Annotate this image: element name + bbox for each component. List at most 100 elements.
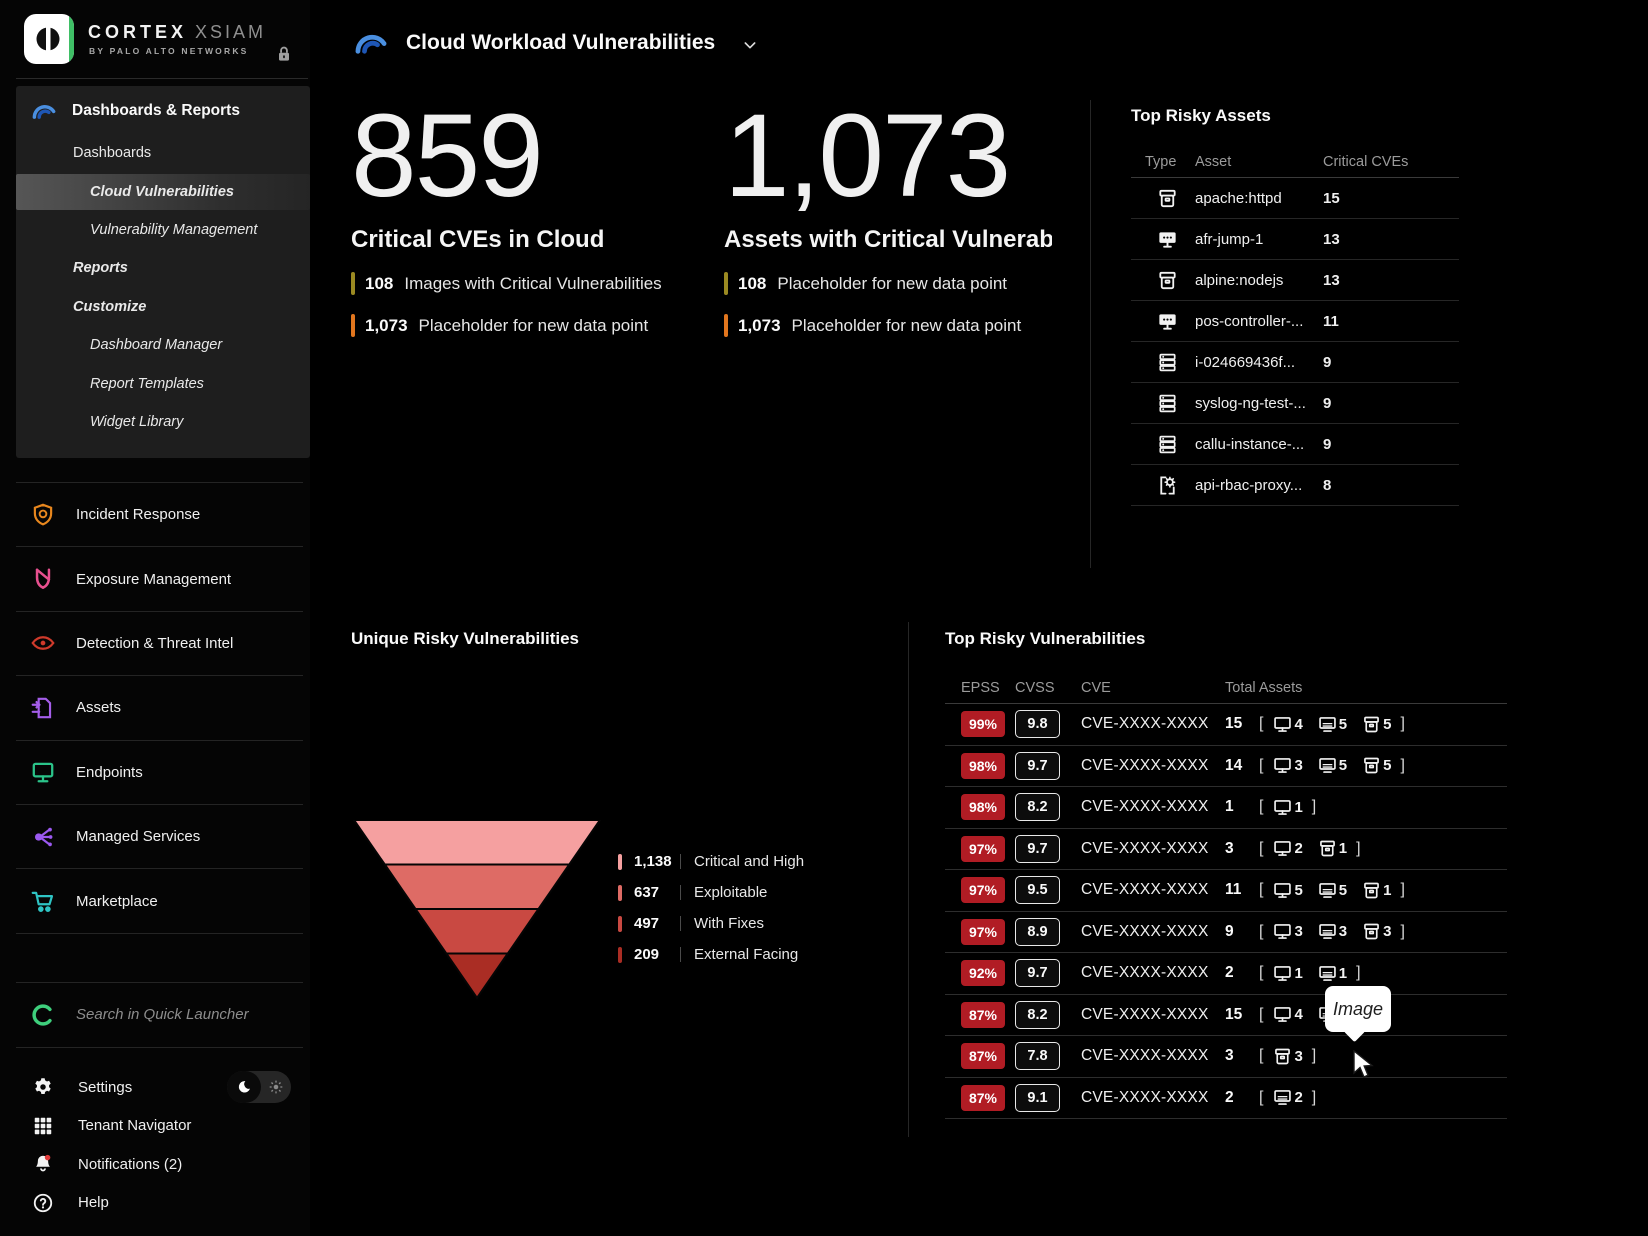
funnel-segment[interactable] xyxy=(352,820,602,866)
sidebar-item-tenant-navigator[interactable]: Tenant Navigator xyxy=(16,1107,303,1146)
asset-type-count: 3 xyxy=(1317,921,1347,942)
funnel-segment[interactable] xyxy=(382,863,572,910)
substat-value: 1,073 xyxy=(365,315,408,335)
column-header-epss: EPSS xyxy=(961,679,1000,696)
sidebar-item-exposure-management[interactable]: Exposure Management xyxy=(16,547,303,612)
total-assets-count: 2 xyxy=(1225,964,1234,982)
epss-badge: 92% xyxy=(961,960,1005,987)
nav-item-label: Exposure Management xyxy=(76,570,232,588)
container-image-icon xyxy=(1272,1046,1293,1067)
legend-value: 637 xyxy=(634,884,660,901)
vulnerability-table-row[interactable]: 98% 8.2 CVE-XXXX-XXXX 1 [1] xyxy=(945,787,1507,829)
endpoint-monitor-icon xyxy=(1272,755,1293,776)
sidebar-item-settings[interactable]: Settings xyxy=(16,1068,303,1107)
tooltip-text: Image xyxy=(1332,998,1384,1019)
total-assets-count: 2 xyxy=(1225,1088,1234,1106)
sidebar-item-customize[interactable]: Customize xyxy=(16,288,310,327)
sidebar-item-help[interactable]: Help xyxy=(16,1184,303,1223)
sidebar-item-dashboard-manager[interactable]: Dashboard Manager xyxy=(16,326,310,365)
light-mode-option[interactable] xyxy=(261,1071,291,1103)
substat-bar xyxy=(724,272,728,296)
sidebar-item-reports[interactable]: Reports xyxy=(16,249,310,288)
sidebar-item-marketplace[interactable]: Marketplace xyxy=(16,869,303,934)
epss-badge: 87% xyxy=(961,1043,1005,1070)
legend-label: Exploitable xyxy=(694,884,768,901)
substat: 1,073 Placeholder for new data point xyxy=(351,313,662,338)
vulnerability-table-row[interactable]: 87% 7.8 CVE-XXXX-XXXX 3 [3] xyxy=(945,1036,1507,1078)
vulnerability-table-row[interactable]: 92% 9.7 CVE-XXXX-XXXX 2 [1 1] xyxy=(945,953,1507,995)
table-header-row: EPSS CVSS CVE Total Assets xyxy=(945,672,1507,704)
asset-count: 3 xyxy=(1294,757,1303,775)
asset-table-row[interactable]: alpine:nodejs 13 xyxy=(1131,260,1459,301)
asset-table-row[interactable]: callu-instance-... 9 xyxy=(1131,424,1459,465)
cvss-score-box: 8.2 xyxy=(1015,793,1060,822)
asset-count: 1 xyxy=(1383,881,1392,899)
cortex-logo-glyph xyxy=(36,26,60,52)
eye-icon xyxy=(30,630,56,656)
legend-item: 1,138 Critical and High xyxy=(618,846,804,877)
grid-icon xyxy=(32,1115,54,1137)
sidebar-item-detection-threat-intel[interactable]: Detection & Threat Intel xyxy=(16,612,303,677)
cvss-score-box: 9.7 xyxy=(1015,959,1060,988)
endpoint-monitor-icon xyxy=(1272,1004,1293,1025)
legend-separator xyxy=(680,916,681,931)
sidebar: CORTEX XSIAM BY PALO ALTO NETWORKS Dashbo… xyxy=(0,0,310,1236)
vulnerability-table-row[interactable]: 97% 9.5 CVE-XXXX-XXXX 11 [5 5 1] xyxy=(945,870,1507,912)
sidebar-item-cloud-vulnerabilities[interactable]: Cloud Vulnerabilities xyxy=(16,173,310,210)
theme-toggle[interactable] xyxy=(227,1071,291,1103)
funnel-segment[interactable] xyxy=(444,952,510,1000)
chevron-down-icon[interactable] xyxy=(742,37,758,53)
bracket: ] xyxy=(1400,756,1405,774)
sidebar-item-incident-response[interactable]: Incident Response xyxy=(16,483,303,548)
asset-type-count: 3 xyxy=(1272,921,1303,942)
sidebar-item-endpoints[interactable]: Endpoints xyxy=(16,741,303,805)
vulnerability-table-row[interactable]: 98% 9.7 CVE-XXXX-XXXX 14 [3 5 5] xyxy=(945,746,1507,787)
legend-color-pill xyxy=(618,915,622,932)
brand-xsiam: XSIAM xyxy=(195,22,267,42)
top-risky-assets-title: Top Risky Assets xyxy=(1131,106,1271,125)
vulnerability-table-row[interactable]: 87% 9.1 CVE-XXXX-XXXX 2 [2] xyxy=(945,1078,1507,1119)
vulnerability-table-row[interactable]: 87% 8.2 CVE-XXXX-XXXX 15 [4 xyxy=(945,995,1507,1036)
gear-icon xyxy=(32,1076,54,1098)
vulnerability-table-row[interactable]: 99% 9.8 CVE-XXXX-XXXX 15 [4 5 5] xyxy=(945,704,1507,746)
asset-table-row[interactable]: afr-jump-1 13 xyxy=(1131,219,1459,260)
vulnerability-table-row[interactable]: 97% 8.9 CVE-XXXX-XXXX 9 [3 3 3] xyxy=(945,912,1507,953)
sidebar-spacer xyxy=(16,934,303,983)
column-header-total-assets: Total Assets xyxy=(1225,679,1303,696)
bracket: ] xyxy=(1311,1088,1317,1106)
asset-table-row[interactable]: pos-controller-... 11 xyxy=(1131,301,1459,342)
sidebar-item-dashboards[interactable]: Dashboards xyxy=(16,134,310,173)
legend-separator xyxy=(680,854,681,869)
menu-item-label: Vulnerability Management xyxy=(90,221,258,238)
bracket: ] xyxy=(1311,798,1317,816)
sidebar-item-assets[interactable]: Assets xyxy=(16,676,303,741)
asset-table-row[interactable]: i-024669436f... 9 xyxy=(1131,342,1459,383)
total-assets-count: 15 xyxy=(1225,715,1243,733)
asset-count: 2 xyxy=(1294,1089,1303,1107)
sidebar-item-managed-services[interactable]: Managed Services xyxy=(16,805,303,870)
quick-launcher-search[interactable]: Search in Quick Launcher xyxy=(16,983,303,1048)
vulnerability-table-row[interactable]: 97% 9.7 CVE-XXXX-XXXX 3 [2 1] xyxy=(945,829,1507,870)
funnel-chart xyxy=(352,820,602,1000)
stat-label: Assets with Critical Vulnerabi xyxy=(724,226,1052,254)
column-header-type: Type xyxy=(1145,153,1177,170)
dark-mode-option[interactable] xyxy=(227,1071,261,1103)
asset-type-count: 5 xyxy=(1317,755,1347,776)
cortex-logo[interactable] xyxy=(24,14,74,64)
asset-type-count: 4 xyxy=(1272,714,1303,735)
substat-bar xyxy=(351,272,355,296)
sidebar-item-notifications[interactable]: Notifications (2) xyxy=(16,1145,303,1184)
asset-count: 4 xyxy=(1294,715,1303,733)
endpoint-monitor-icon xyxy=(1272,797,1293,818)
sidebar-item-widget-library[interactable]: Widget Library xyxy=(16,403,310,442)
container-image-icon xyxy=(1361,921,1382,942)
asset-count: 5 xyxy=(1383,757,1392,775)
sidebar-item-report-templates[interactable]: Report Templates xyxy=(16,365,310,404)
asset-table-row[interactable]: syslog-ng-test-... 9 xyxy=(1131,383,1459,424)
sidebar-item-vulnerability-management[interactable]: Vulnerability Management xyxy=(16,211,310,250)
divider xyxy=(16,78,308,79)
sidebar-item-dashboards-reports[interactable]: Dashboards & Reports xyxy=(16,86,310,134)
asset-table-row[interactable]: apache:httpd 15 xyxy=(1131,178,1459,219)
funnel-segment[interactable] xyxy=(413,908,541,955)
asset-table-row[interactable]: api-rbac-proxy... 8 xyxy=(1131,465,1459,506)
